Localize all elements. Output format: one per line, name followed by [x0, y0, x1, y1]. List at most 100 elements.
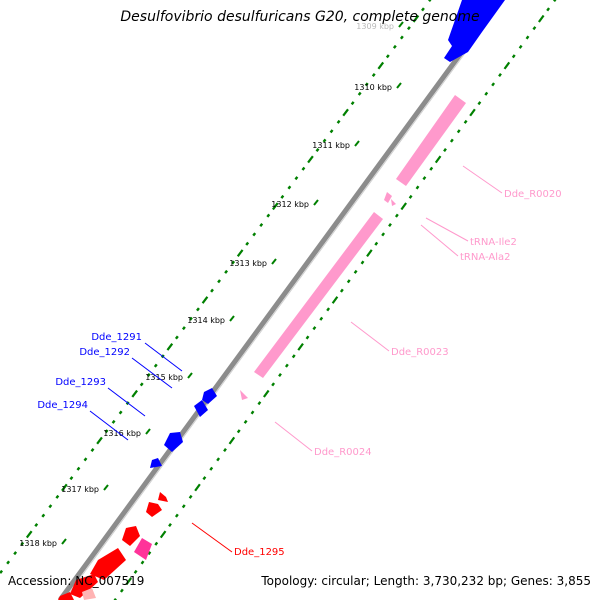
- cds-red-2[interactable]: [122, 526, 140, 546]
- gc-dot: [196, 307, 200, 312]
- trna-arrow-ile2[interactable]: [384, 192, 392, 203]
- gc-dot: [188, 494, 193, 499]
- scale-tick-mark: [187, 372, 193, 379]
- feature-label-trna-ile2[interactable]: tRNA-Ile2: [470, 237, 517, 248]
- leader-line-dde-r0024: [274, 421, 313, 452]
- gc-dot: [374, 241, 379, 246]
- gc-dot: [412, 14, 420, 23]
- gc-dot: [284, 363, 289, 368]
- gc-dot: [322, 138, 327, 143]
- gc-dot: [336, 119, 341, 124]
- cds-pink-bottom[interactable]: [82, 588, 96, 600]
- gc-dot: [146, 372, 151, 378]
- gc-dot: [271, 382, 276, 387]
- backbone-line: [57, 0, 503, 600]
- gc-dot: [329, 129, 334, 134]
- gc-dot: [223, 448, 227, 452]
- rrna-arrow-dde-r0023[interactable]: [254, 212, 383, 378]
- cds-dde-1291[interactable]: [202, 388, 217, 404]
- feature-label-dde-1292[interactable]: Dde_1292: [79, 347, 130, 358]
- cds-magenta[interactable]: [134, 538, 152, 560]
- scale-tick-label: 1314 kbp: [187, 316, 225, 325]
- feature-label-dde-r0020[interactable]: Dde_R0020: [504, 189, 562, 200]
- gc-dot: [83, 457, 88, 462]
- cds-reverse-block[interactable]: [444, 0, 505, 62]
- gc-dot: [326, 307, 331, 312]
- gc-dot: [217, 279, 221, 284]
- gc-dot: [511, 54, 516, 59]
- gc-dot: [392, 44, 397, 49]
- leader-line-dde-r0023: [350, 321, 390, 352]
- cds-dde-1294[interactable]: [150, 458, 162, 468]
- feature-label-dde-1291[interactable]: Dde_1291: [91, 332, 142, 343]
- gc-dot: [96, 436, 103, 445]
- genome-stats-label: Topology: circular; Length: 3,730,232 bp…: [261, 574, 591, 588]
- gc-dot: [181, 326, 186, 331]
- gc-dot: [266, 213, 271, 218]
- gc-dot: [294, 176, 299, 181]
- rrna-arrow-dde-r0020[interactable]: [396, 95, 466, 186]
- cds-red-3[interactable]: [70, 574, 98, 598]
- gc-dot: [399, 35, 404, 40]
- feature-label-dde-r0024[interactable]: Dde_R0024: [314, 447, 372, 458]
- gc-dot: [174, 513, 179, 518]
- gc-dot: [491, 82, 496, 87]
- trna-arrow-ala2[interactable]: [391, 199, 396, 206]
- gc-dot: [385, 54, 390, 59]
- gc-dot: [532, 26, 537, 31]
- map-title: Desulfovibrio desulfuricans G20, complet…: [120, 9, 480, 25]
- gc-dot: [61, 483, 68, 492]
- feature-label-dde-1295[interactable]: Dde_1295: [234, 547, 285, 558]
- gc-dot: [125, 577, 133, 586]
- gc-dot: [139, 382, 144, 387]
- gc-dot: [216, 457, 221, 462]
- feature-label-dde-1293[interactable]: Dde_1293: [55, 377, 106, 388]
- gc-dot: [319, 316, 324, 321]
- gc-dot: [331, 296, 339, 304]
- backbone-highlight: [63, 0, 505, 600]
- cds-dde-1295[interactable]: [90, 548, 126, 580]
- gc-dot: [469, 108, 476, 117]
- gc-dot: [133, 569, 138, 574]
- gc-dot: [34, 522, 39, 528]
- gc-dot: [6, 560, 11, 565]
- scale-tick-mark: [354, 140, 360, 147]
- gc-dot: [525, 35, 530, 40]
- gc-dot: [236, 249, 244, 257]
- gc-dot: [287, 185, 292, 190]
- scale-tick-label: 1311 kbp: [312, 141, 350, 150]
- gc-dot: [168, 523, 172, 527]
- gc-dot: [428, 0, 432, 2]
- gc-dot: [307, 155, 314, 164]
- cds-dde-1293[interactable]: [164, 432, 183, 452]
- gc-dot: [166, 343, 174, 351]
- gc-dot: [366, 249, 373, 258]
- cds-red-small[interactable]: [158, 492, 168, 502]
- gc-dot: [252, 232, 257, 237]
- feature-label-trna-ala2[interactable]: tRNA-Ala2: [460, 252, 510, 263]
- gc-dot: [119, 588, 124, 593]
- gc-dot: [477, 101, 482, 106]
- gc-dot: [154, 541, 159, 546]
- gc-dot: [181, 504, 186, 509]
- gc-dot: [400, 202, 408, 211]
- gc-dot: [364, 82, 369, 87]
- gc-dot: [484, 91, 489, 96]
- gc-dot: [463, 119, 468, 124]
- gc-dot: [443, 148, 447, 152]
- gc-dot: [259, 223, 264, 227]
- gc-dot: [113, 598, 117, 600]
- rrna-arrow-dde-r0024[interactable]: [240, 390, 248, 400]
- cds-dde-1292[interactable]: [194, 400, 208, 417]
- gc-dot: [174, 335, 179, 340]
- gc-dot: [209, 466, 214, 471]
- gc-dot: [394, 213, 399, 218]
- feature-label-dde-r0023[interactable]: Dde_R0023: [391, 347, 449, 358]
- cds-red-4[interactable]: [58, 592, 74, 600]
- feature-label-dde-1294[interactable]: Dde_1294: [37, 400, 88, 411]
- cds-red-1[interactable]: [146, 502, 162, 517]
- scale-tick-mark: [313, 199, 319, 206]
- gc-dot: [415, 185, 420, 190]
- scale-tick-mark: [271, 258, 277, 265]
